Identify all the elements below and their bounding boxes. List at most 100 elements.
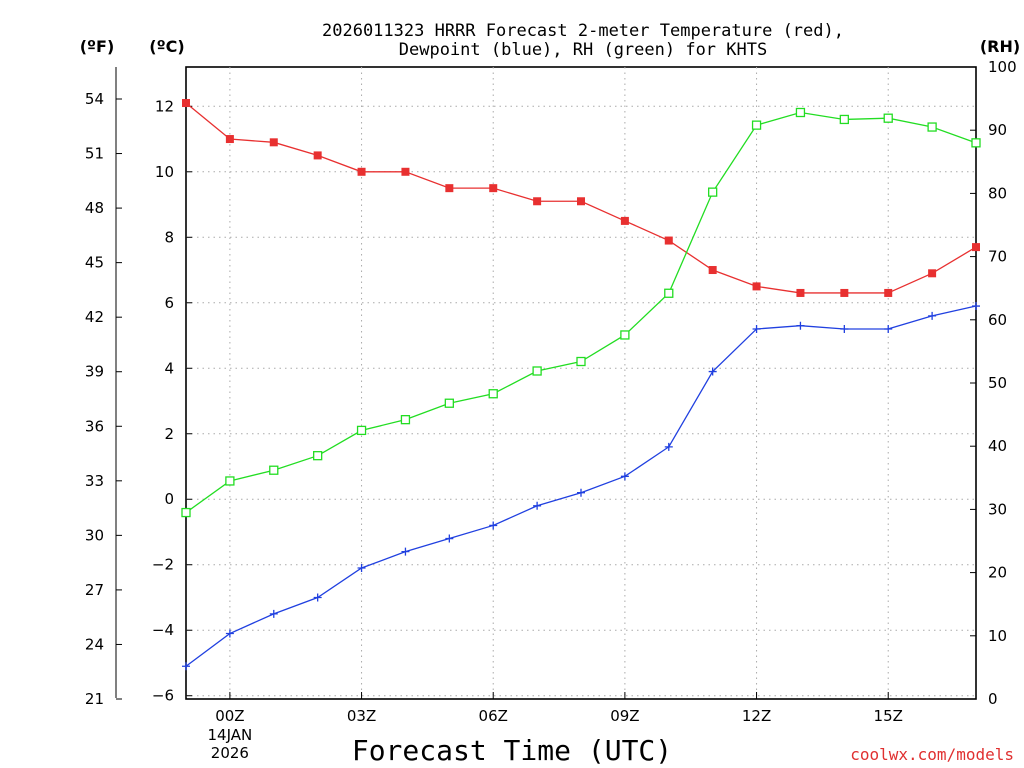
temperature-point [269, 138, 278, 147]
rh-line [185, 111, 977, 514]
chart-title-line1: 2026011323 HRRR Forecast 2-meter Tempera… [322, 21, 844, 41]
rh-point [356, 425, 367, 436]
temperature-point [928, 269, 937, 278]
temperature-point [708, 266, 717, 275]
data-series [181, 99, 981, 671]
temperature-point [182, 99, 190, 108]
x-tick-label: 00Z [215, 707, 244, 725]
rh-point [313, 451, 323, 461]
c-tick-label: 0 [164, 490, 174, 508]
rh-tick-label: 70 [988, 248, 1007, 266]
dewpoint-point [928, 311, 937, 320]
rh-point [664, 288, 674, 298]
dewpoint-point [313, 593, 322, 602]
x-tick-label: 12Z [742, 707, 771, 725]
dewpoint-point [357, 564, 366, 573]
f-tick-label: 45 [85, 254, 104, 272]
rh-axis: 0 10 20 30 40 50 60 70 80 90 100 [970, 58, 1017, 708]
fahrenheit-axis-unit: (ºF) [80, 37, 115, 56]
dewpoint-point [533, 501, 542, 510]
rh-point [927, 122, 937, 132]
c-tick-label: 2 [164, 425, 174, 443]
x-tick-label: 03Z [347, 707, 376, 725]
temperature-point [489, 184, 498, 193]
temperature-point [796, 288, 805, 297]
celsius-axis: −6 −4 −2 0 2 4 6 8 10 12 [152, 97, 192, 705]
temperature-point [884, 288, 893, 297]
rh-point [751, 120, 762, 130]
temperature-point [752, 282, 761, 291]
c-tick-label: 8 [164, 228, 174, 246]
rh-point [708, 187, 718, 197]
dewpoint-point [182, 662, 190, 671]
f-tick-label: 36 [85, 417, 104, 435]
rh-point [620, 330, 630, 340]
f-tick-label: 21 [85, 690, 104, 708]
rh-tick-label: 60 [988, 311, 1007, 329]
c-tick-label: −2 [152, 556, 174, 574]
x-tick-label: 15Z [874, 707, 903, 725]
temperature-point [445, 184, 454, 193]
c-tick-label: −6 [152, 687, 174, 705]
dewpoint-point [840, 324, 849, 333]
c-tick-label: 12 [155, 97, 174, 115]
rh-tick-label: 0 [988, 690, 998, 708]
rh-point [400, 415, 411, 425]
rh-point [971, 138, 981, 148]
dewpoint-point [489, 521, 498, 530]
f-tick-label: 39 [85, 363, 104, 381]
temperature-point [533, 197, 542, 206]
dewpoint-point [884, 324, 893, 333]
dewpoint-point [752, 324, 761, 333]
dewpoint-point [620, 472, 629, 481]
rh-point [488, 389, 498, 399]
f-tick-label: 42 [85, 308, 104, 326]
temperature-point [664, 236, 673, 245]
f-tick-label: 51 [85, 145, 104, 163]
temperature-point [401, 167, 410, 176]
fahrenheit-axis: 21 24 27 30 33 36 39 42 45 48 51 54 [85, 90, 122, 708]
temperature-point [620, 216, 629, 225]
celsius-axis-unit: (ºC) [149, 37, 184, 56]
rh-point [883, 113, 893, 123]
f-tick-label: 33 [85, 472, 104, 490]
rh-point [795, 107, 806, 118]
rh-point [444, 398, 454, 408]
x-tick-sublabel: 14JAN [208, 726, 253, 744]
temperature-point [225, 135, 234, 144]
rh-tick-label: 100 [988, 58, 1017, 76]
x-axis-label: Forecast Time (UTC) [352, 734, 672, 767]
rh-point [269, 465, 279, 475]
rh-point [181, 507, 191, 518]
c-tick-label: −4 [152, 621, 174, 639]
temperature-point [313, 151, 322, 160]
temperature-point [357, 167, 366, 176]
x-tick-label: 06Z [479, 707, 508, 725]
dewpoint-point [269, 609, 278, 618]
c-tick-label: 4 [164, 359, 174, 377]
x-tick-sublabel: 2026 [211, 744, 249, 762]
c-tick-label: 10 [155, 163, 174, 181]
rh-point [225, 476, 235, 486]
grid-lines [186, 67, 976, 699]
rh-tick-label: 40 [988, 437, 1007, 455]
dewpoint-point [225, 629, 234, 638]
dewpoint-point [972, 302, 980, 311]
rh-tick-label: 90 [988, 121, 1007, 139]
temperature-point [840, 288, 849, 297]
x-tick-label: 09Z [610, 707, 639, 725]
dewpoint-point [401, 547, 410, 556]
f-tick-label: 27 [85, 581, 104, 599]
rh-tick-label: 80 [988, 184, 1007, 202]
credit-text: coolwx.com/models [850, 745, 1014, 764]
chart-title-line2: Dewpoint (blue), RH (green) for KHTS [399, 40, 767, 60]
rh-tick-label: 10 [988, 627, 1007, 645]
rh-tick-label: 20 [988, 564, 1007, 582]
rh-tick-label: 30 [988, 500, 1007, 518]
temperature-point [577, 197, 585, 206]
dewpoint-point [577, 488, 585, 497]
plot-frame [185, 66, 977, 700]
f-tick-label: 24 [85, 635, 104, 653]
